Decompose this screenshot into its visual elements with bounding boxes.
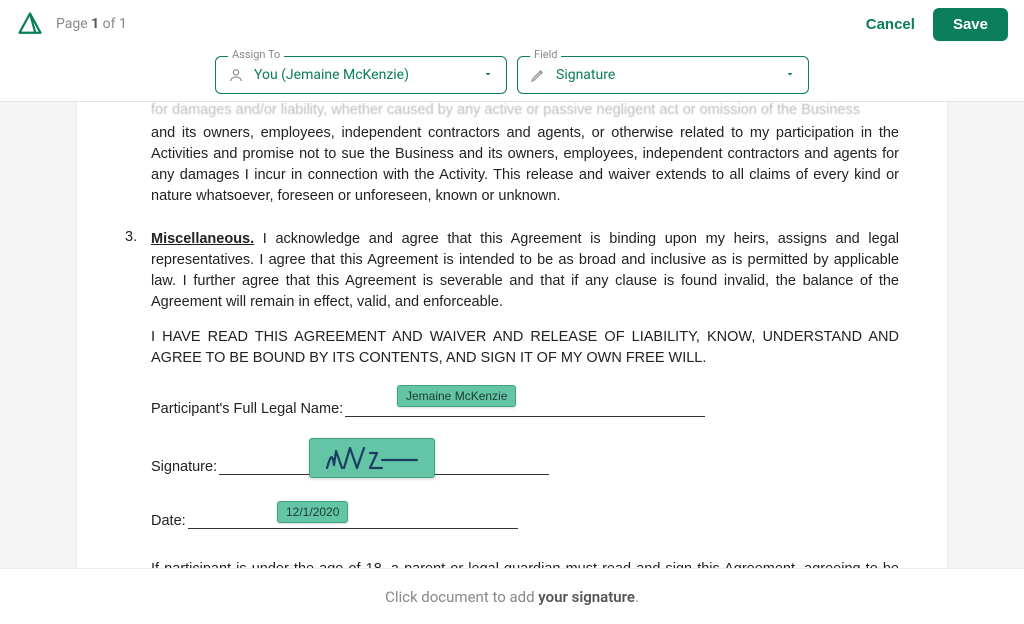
pen-icon — [530, 67, 546, 83]
assign-to-value: You (Jemaine McKenzie) — [254, 67, 482, 83]
date-field-row: Date: 12/1/2020 — [151, 501, 899, 529]
document-page[interactable]: for damages and/or liability, whether ca… — [77, 102, 947, 568]
signature-field-row: Signature: — [151, 439, 899, 475]
assign-to-dropdown[interactable]: Assign To You (Jemaine McKenzie) — [215, 56, 507, 94]
doc-text: and its owners, employees, independent c… — [151, 123, 899, 207]
underline — [345, 416, 705, 417]
field-label: Field — [530, 48, 561, 61]
chevron-down-icon — [784, 65, 796, 84]
field-value: Signature — [556, 67, 784, 83]
save-button[interactable]: Save — [933, 8, 1008, 41]
name-field-row: Participant's Full Legal Name: Jemaine M… — [151, 389, 899, 417]
cancel-button[interactable]: Cancel — [866, 16, 915, 33]
name-tag[interactable]: Jemaine McKenzie — [397, 385, 516, 407]
topbar: Page 1 of 1 Cancel Save — [0, 0, 1024, 48]
doc-text: I HAVE READ THIS AGREEMENT AND WAIVER AN… — [151, 327, 899, 369]
date-tag[interactable]: 12/1/2020 — [277, 501, 348, 523]
chevron-down-icon — [482, 65, 494, 84]
signature-tag[interactable] — [309, 438, 435, 478]
logo-icon — [16, 10, 44, 38]
instruction-bar: Click document to add your signature. — [0, 568, 1024, 624]
field-dropdown[interactable]: Field Signature — [517, 56, 809, 94]
assign-to-label: Assign To — [228, 48, 284, 61]
person-icon — [228, 67, 244, 83]
doc-text: Miscellaneous. I acknowledge and agree t… — [151, 229, 899, 313]
page-indicator: Page 1 of 1 — [56, 16, 127, 32]
document-viewport[interactable]: for damages and/or liability, whether ca… — [0, 102, 1024, 568]
underline — [188, 528, 518, 529]
fieldbar: Assign To You (Jemaine McKenzie) Field S… — [0, 48, 1024, 102]
list-number: 3. — [125, 229, 151, 313]
doc-text: If participant is under the age of 18, a… — [151, 559, 899, 568]
doc-text-clipped: for damages and/or liability, whether ca… — [151, 102, 899, 121]
